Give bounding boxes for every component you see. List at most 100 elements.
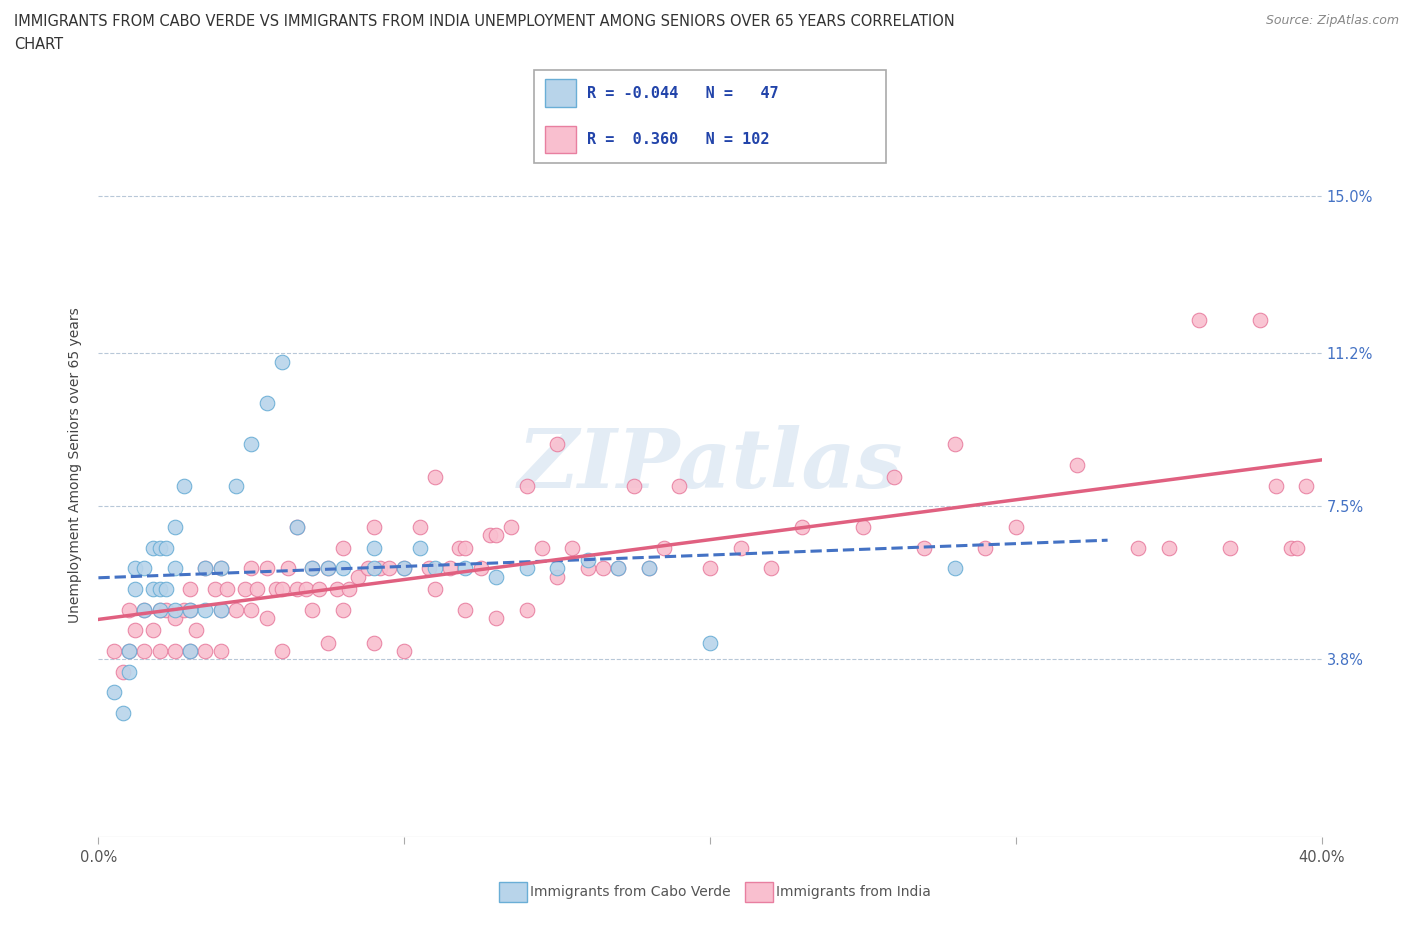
Point [256, 561, 278, 576]
Point [149, 644, 172, 658]
Point [163, 644, 186, 658]
Bar [544, 79, 576, 107]
Point [270, 644, 292, 658]
Point [423, 470, 446, 485]
Point [142, 581, 165, 596]
Point [439, 561, 461, 576]
Point [118, 664, 141, 679]
Point [790, 520, 813, 535]
Point [478, 528, 501, 543]
Point [408, 540, 430, 555]
Point [142, 540, 165, 555]
Point [378, 561, 401, 576]
Point [363, 520, 385, 535]
Bar [544, 126, 576, 153]
Point [368, 561, 391, 576]
Point [225, 603, 247, 618]
Point [155, 603, 177, 618]
Point [516, 603, 538, 618]
Point [356, 561, 378, 576]
Point [730, 540, 752, 555]
Point [270, 354, 292, 369]
Text: IMMIGRANTS FROM CABO VERDE VS IMMIGRANTS FROM INDIA UNEMPLOYMENT AMONG SENIORS O: IMMIGRANTS FROM CABO VERDE VS IMMIGRANTS… [14, 14, 955, 29]
Point [316, 561, 339, 576]
Point [637, 561, 661, 576]
Point [607, 561, 630, 576]
Point [332, 540, 354, 555]
Text: Immigrants from Cabo Verde: Immigrants from Cabo Verde [530, 884, 731, 899]
Point [363, 540, 385, 555]
Text: CHART: CHART [14, 37, 63, 52]
Point [204, 581, 226, 596]
Point [546, 437, 568, 452]
Point [668, 478, 690, 493]
Point [1066, 458, 1088, 472]
Point [392, 561, 416, 576]
Point [759, 561, 782, 576]
Point [852, 520, 875, 535]
Point [256, 610, 278, 625]
Point [470, 561, 492, 576]
Point [124, 561, 146, 576]
Point [149, 581, 172, 596]
Point [485, 569, 508, 584]
Point [423, 581, 446, 596]
Point [149, 540, 172, 555]
Point [347, 569, 370, 584]
Point [270, 581, 292, 596]
Point [264, 581, 287, 596]
Point [699, 635, 721, 650]
Point [652, 540, 675, 555]
Point [194, 603, 217, 618]
Point [576, 552, 599, 567]
Point [637, 561, 661, 576]
Point [308, 581, 330, 596]
Point [225, 478, 247, 493]
Point [155, 540, 177, 555]
Point [179, 644, 201, 658]
Point [1286, 540, 1309, 555]
Text: ZIPatlas: ZIPatlas [517, 425, 903, 505]
Point [530, 540, 553, 555]
Point [163, 561, 186, 576]
Point [240, 561, 263, 576]
Point [516, 561, 538, 576]
Point [485, 610, 508, 625]
Point [209, 561, 232, 576]
Point [118, 644, 141, 658]
Point [332, 603, 354, 618]
Point [179, 581, 201, 596]
Point [194, 561, 217, 576]
Point [111, 706, 134, 721]
Point [194, 561, 217, 576]
Point [163, 610, 186, 625]
Y-axis label: Unemployment Among Seniors over 65 years: Unemployment Among Seniors over 65 years [69, 307, 83, 623]
Point [546, 561, 568, 576]
Point [912, 540, 935, 555]
Point [179, 603, 201, 618]
Point [103, 644, 125, 658]
Point [149, 603, 172, 618]
Point [163, 520, 186, 535]
Point [423, 561, 446, 576]
Point [163, 603, 186, 618]
Point [1279, 540, 1302, 555]
Point [134, 644, 156, 658]
Point [883, 470, 905, 485]
Point [943, 561, 966, 576]
Point [186, 623, 208, 638]
Point [240, 603, 263, 618]
Point [418, 561, 440, 576]
Point [246, 581, 269, 596]
Point [194, 644, 217, 658]
Point [449, 540, 471, 555]
Point [256, 395, 278, 410]
Point [173, 603, 195, 618]
Point [337, 581, 360, 596]
Point [592, 561, 614, 576]
Point [392, 644, 416, 658]
Point [179, 603, 201, 618]
Point [103, 684, 125, 699]
Point [277, 561, 299, 576]
Point [233, 581, 256, 596]
